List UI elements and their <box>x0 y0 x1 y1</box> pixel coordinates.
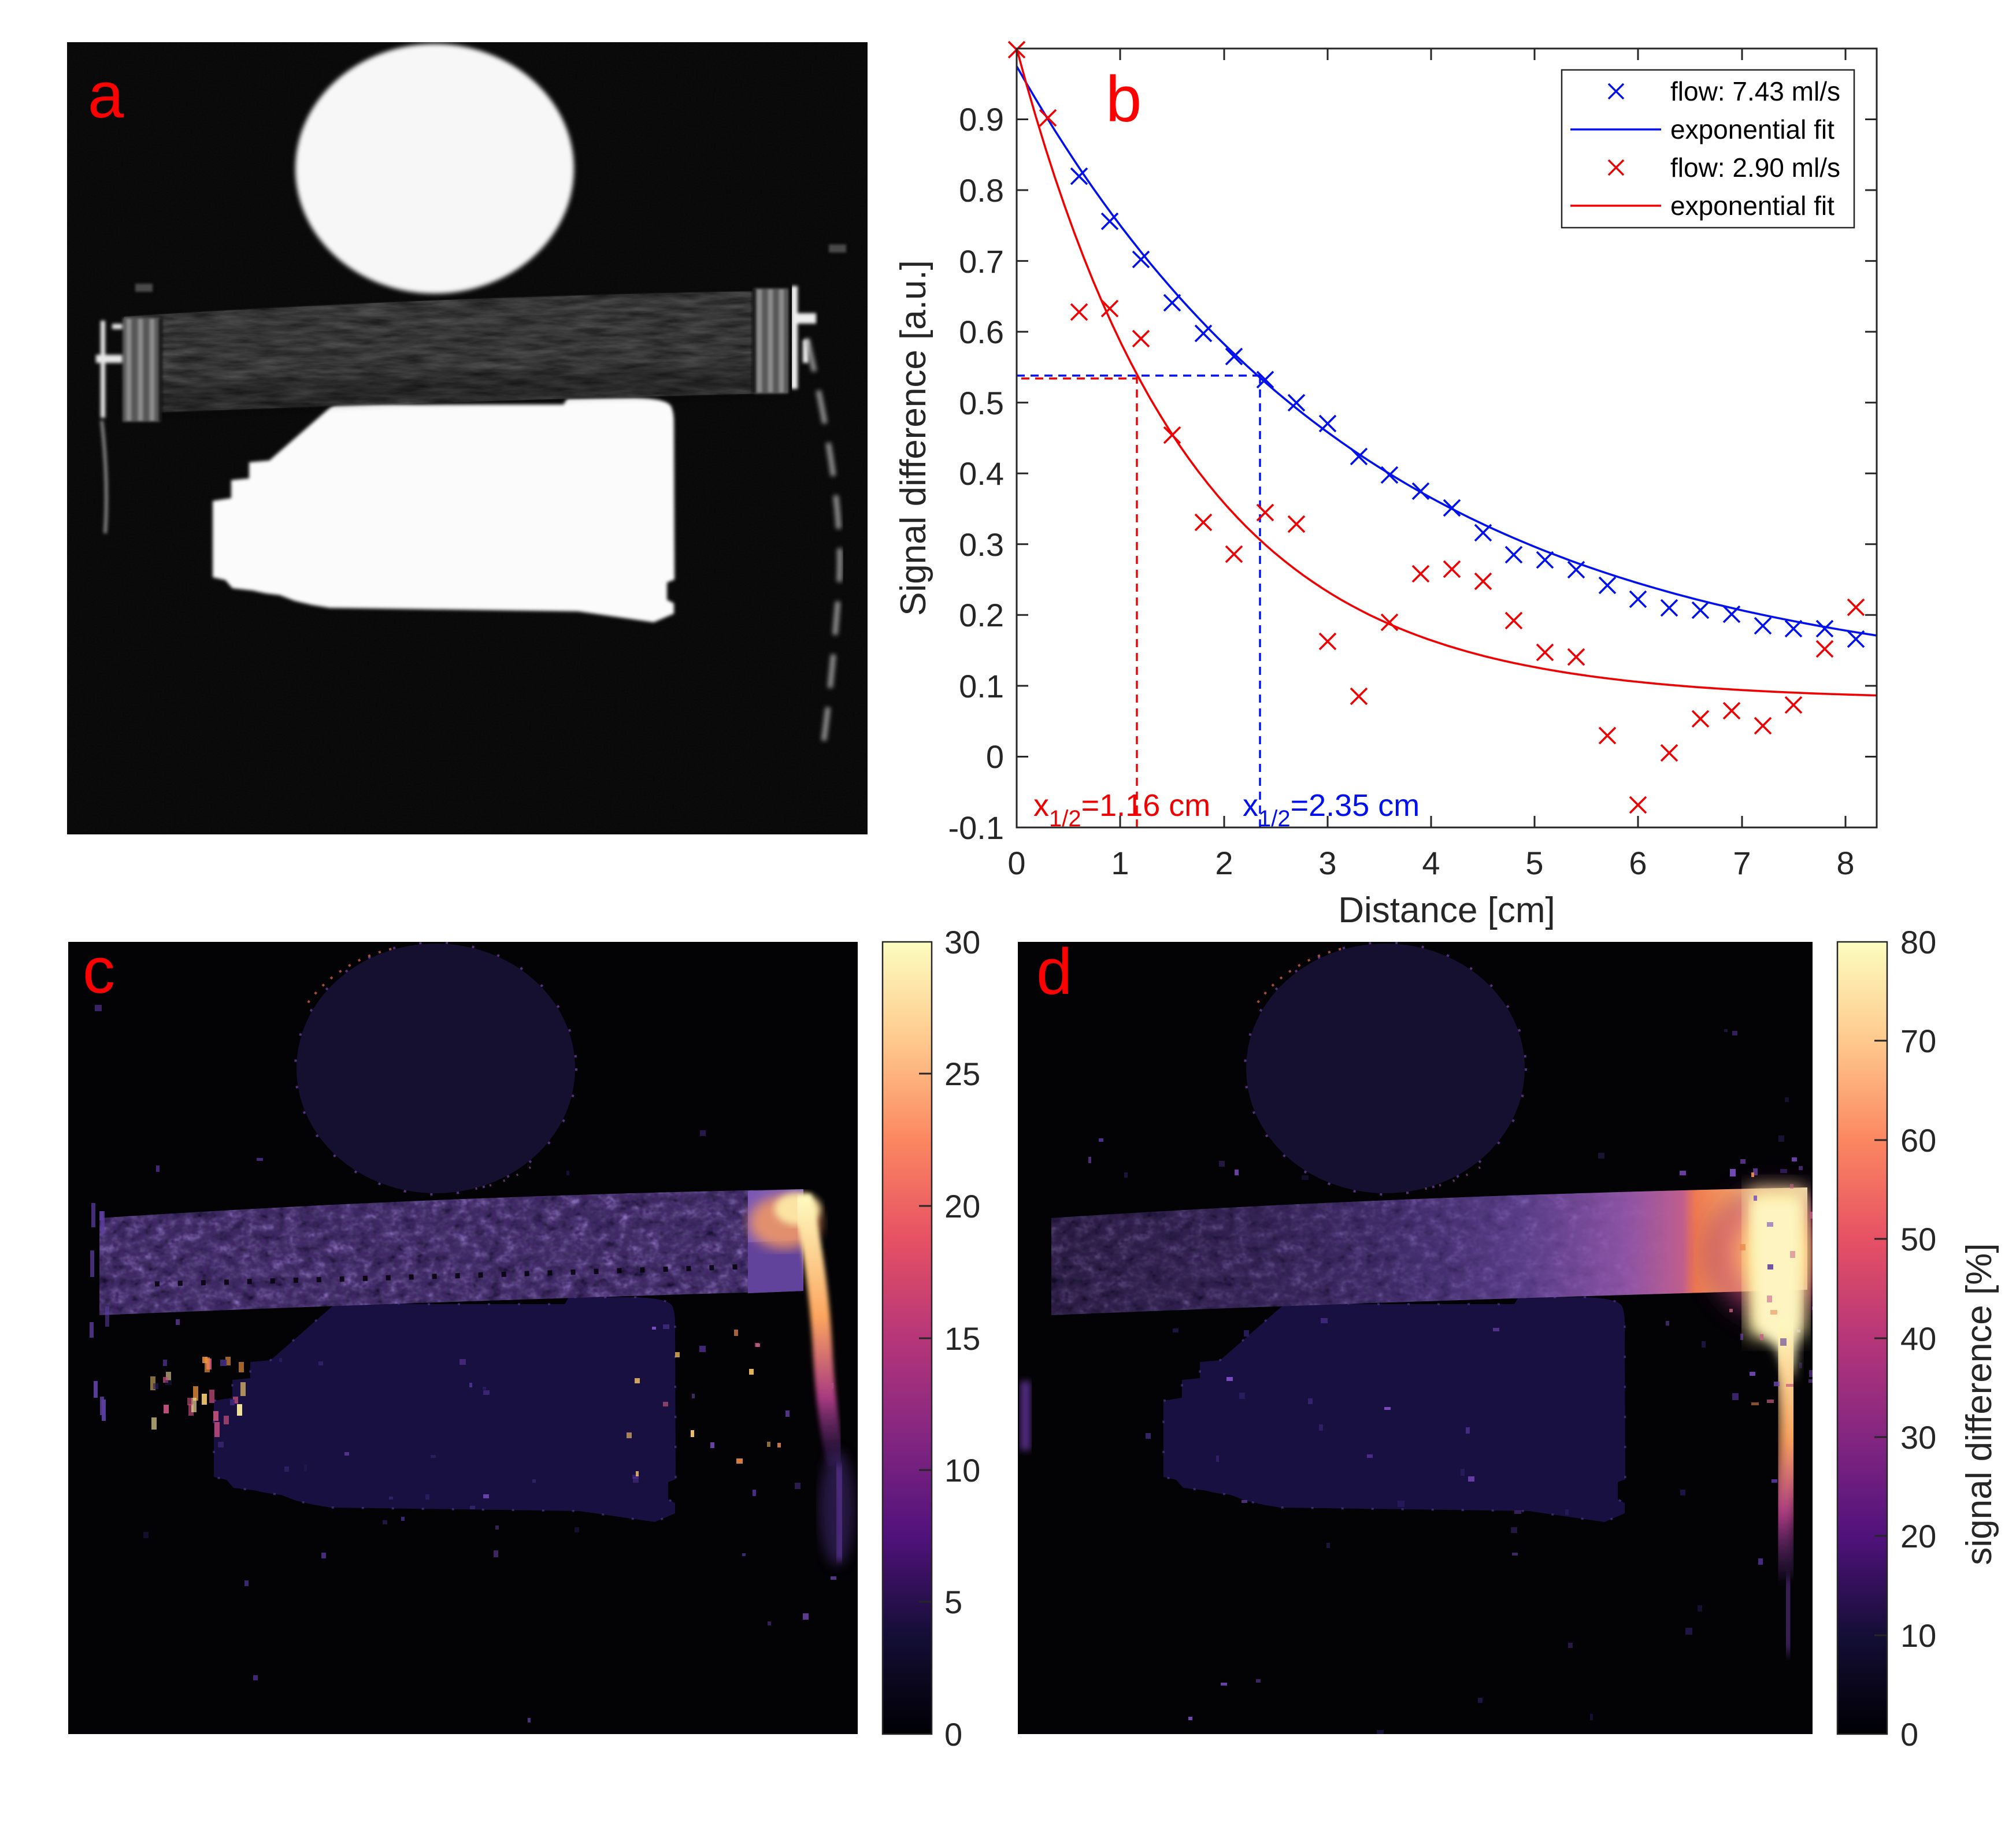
svg-text:Signal difference [a.u.]: Signal difference [a.u.] <box>894 260 933 616</box>
svg-text:7: 7 <box>1733 845 1751 881</box>
svg-text:Distance [cm]: Distance [cm] <box>1338 890 1555 930</box>
svg-text:30: 30 <box>1900 1419 1936 1456</box>
svg-text:flow: 2.90 ml/s: flow: 2.90 ml/s <box>1670 153 1840 183</box>
svg-text:exponential fit: exponential fit <box>1670 114 1835 144</box>
svg-text:10: 10 <box>944 1452 980 1489</box>
svg-text:80: 80 <box>1900 924 1936 960</box>
svg-text:3: 3 <box>1318 845 1336 881</box>
svg-text:0: 0 <box>1900 1716 1918 1753</box>
svg-text:20: 20 <box>1900 1518 1936 1554</box>
svg-text:0.1: 0.1 <box>959 668 1004 704</box>
svg-text:30: 30 <box>944 924 980 960</box>
svg-text:c: c <box>83 934 115 1007</box>
svg-text:5: 5 <box>944 1584 962 1620</box>
svg-text:10: 10 <box>1900 1617 1936 1654</box>
svg-text:signal difference [%]: signal difference [%] <box>1959 1243 1999 1565</box>
svg-text:flow: 7.43 ml/s: flow: 7.43 ml/s <box>1670 76 1840 106</box>
svg-text:0.6: 0.6 <box>959 314 1004 350</box>
svg-text:exponential fit: exponential fit <box>1670 191 1835 221</box>
svg-text:0.2: 0.2 <box>959 597 1004 633</box>
svg-text:0: 0 <box>944 1716 962 1753</box>
svg-text:0: 0 <box>986 738 1004 775</box>
svg-text:60: 60 <box>1900 1122 1936 1159</box>
svg-text:0: 0 <box>1007 845 1025 881</box>
svg-text:b: b <box>1106 63 1142 135</box>
svg-text:0.4: 0.4 <box>959 455 1004 492</box>
svg-text:20: 20 <box>944 1188 980 1224</box>
svg-text:0.3: 0.3 <box>959 526 1004 563</box>
svg-text:-0.1: -0.1 <box>948 810 1005 846</box>
svg-text:0.7: 0.7 <box>959 243 1004 280</box>
svg-text:a: a <box>88 59 124 131</box>
svg-text:0.9: 0.9 <box>959 101 1004 138</box>
svg-text:0.8: 0.8 <box>959 172 1004 209</box>
svg-text:d: d <box>1036 936 1072 1008</box>
svg-text:6: 6 <box>1629 845 1647 881</box>
svg-text:1: 1 <box>1111 845 1129 881</box>
svg-text:70: 70 <box>1900 1023 1936 1059</box>
svg-text:25: 25 <box>944 1056 980 1092</box>
svg-text:50: 50 <box>1900 1221 1936 1257</box>
svg-text:2: 2 <box>1215 845 1233 881</box>
svg-text:5: 5 <box>1525 845 1543 881</box>
svg-text:4: 4 <box>1422 845 1440 881</box>
svg-text:0.5: 0.5 <box>959 385 1004 421</box>
svg-text:40: 40 <box>1900 1320 1936 1357</box>
svg-text:15: 15 <box>944 1320 980 1357</box>
svg-text:8: 8 <box>1836 845 1854 881</box>
